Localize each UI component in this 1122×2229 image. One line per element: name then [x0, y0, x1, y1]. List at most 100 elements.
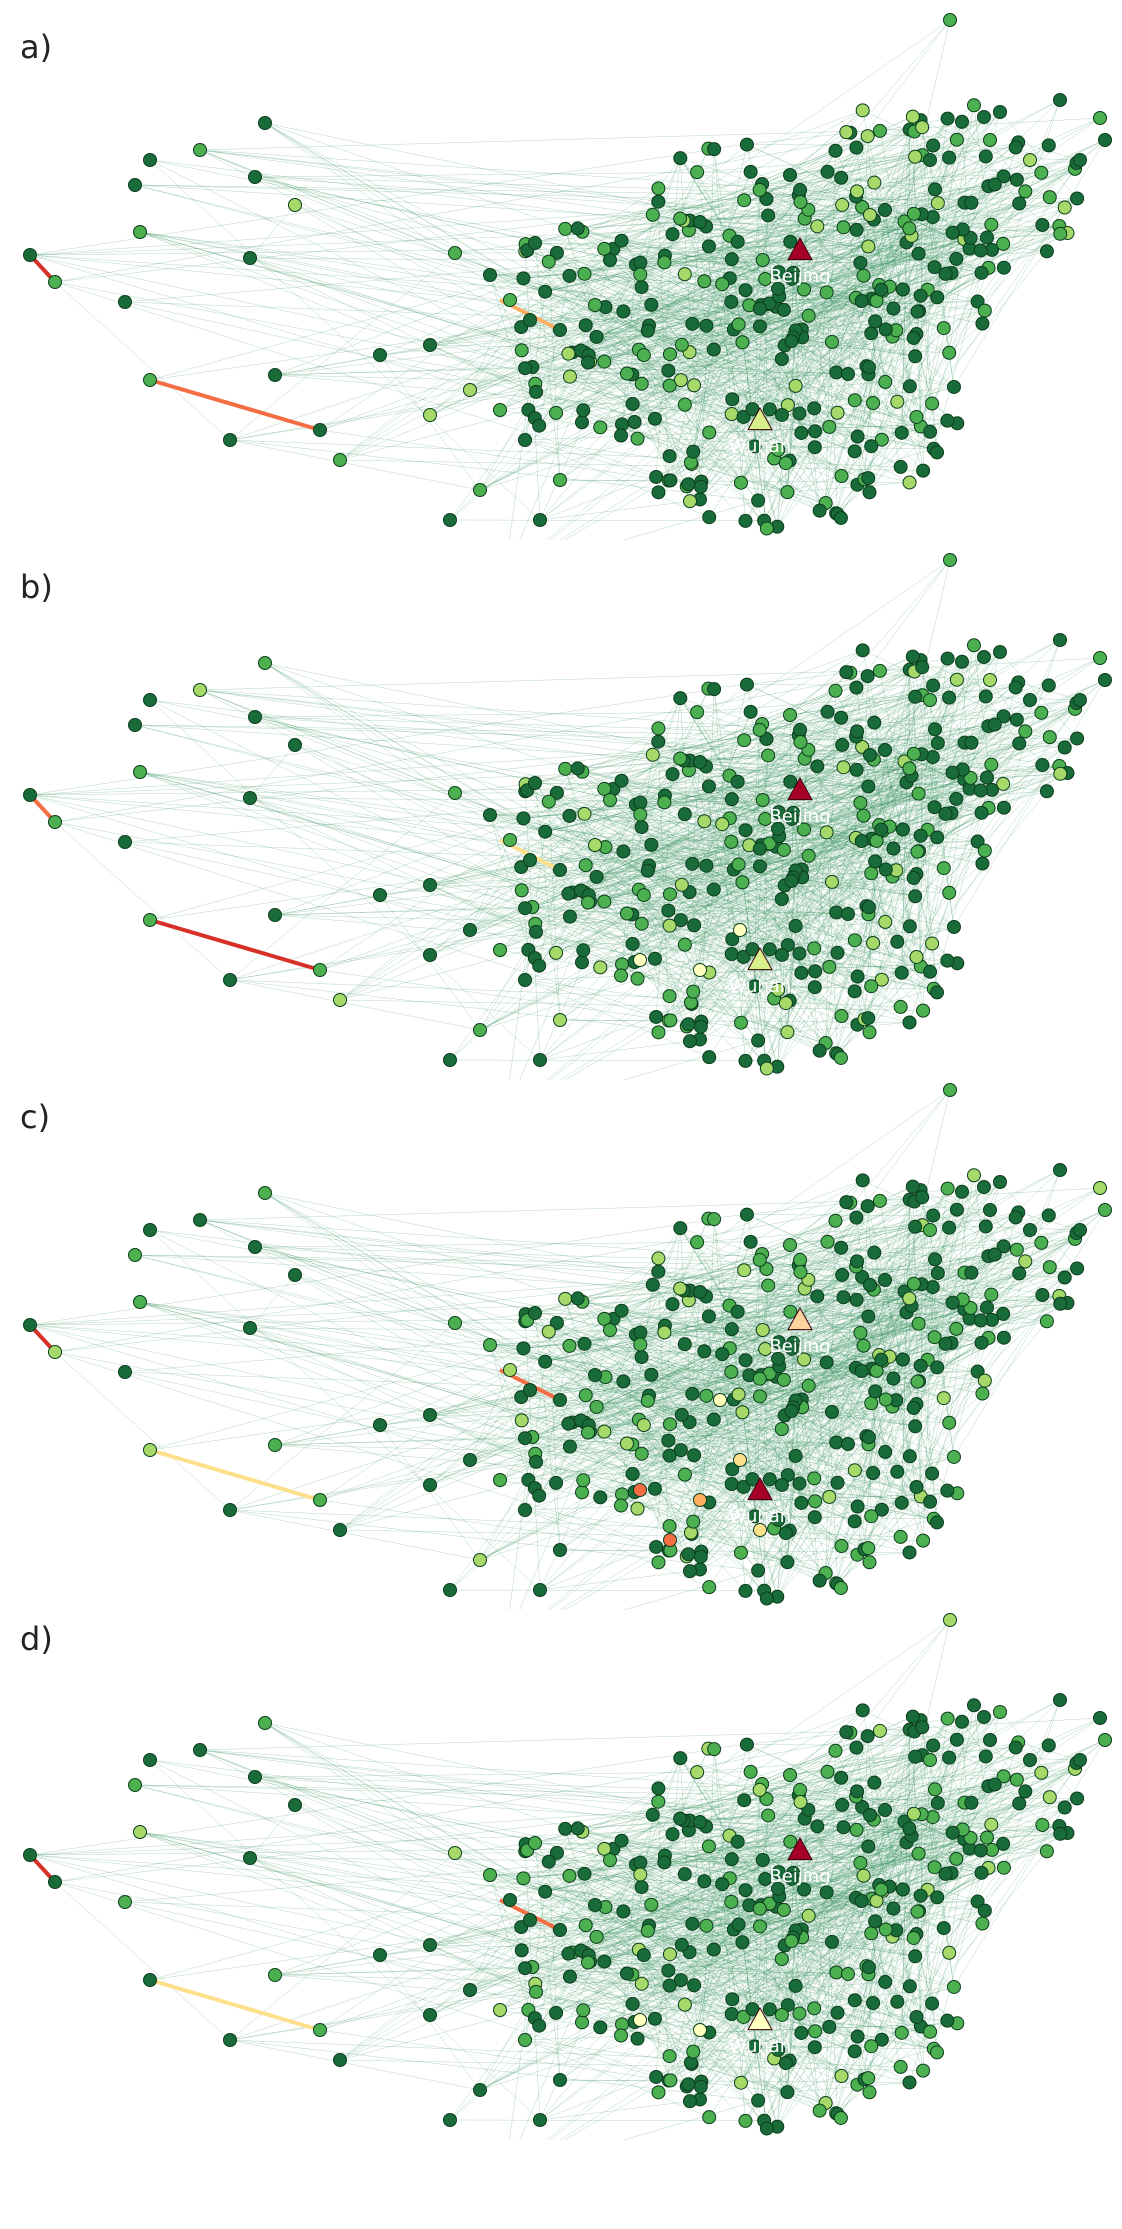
network-edge	[684, 944, 702, 1022]
network-edge	[545, 209, 886, 292]
network-edge	[801, 1875, 864, 1938]
network-edge	[449, 519, 765, 521]
network-edge	[668, 111, 1001, 481]
network-edge	[694, 912, 837, 926]
network-node	[597, 1424, 612, 1439]
network-edge	[681, 840, 862, 886]
network-edge	[641, 1983, 671, 2081]
network-node	[706, 1412, 721, 1427]
network-edge	[524, 754, 922, 909]
network-edge	[668, 877, 914, 911]
network-edge	[429, 1325, 665, 1416]
network-node	[619, 1436, 634, 1451]
network-edge	[134, 724, 606, 848]
network-edge	[643, 894, 689, 1025]
network-edge	[781, 840, 862, 900]
network-node	[636, 1418, 651, 1433]
network-edge	[789, 330, 796, 461]
network-edge	[869, 248, 970, 493]
network-edge	[429, 1744, 748, 2016]
network-edge	[893, 1291, 905, 1379]
network-node	[783, 234, 798, 249]
network-edge	[857, 791, 1048, 1025]
network-edge	[699, 2026, 830, 2100]
network-edge	[791, 278, 803, 330]
network-edge	[539, 1218, 709, 1591]
network-edge	[742, 237, 988, 343]
network-edge	[124, 841, 710, 973]
network-node	[258, 116, 272, 130]
network-edge	[648, 1189, 921, 1396]
network-node	[861, 1430, 876, 1445]
network-edge	[749, 305, 856, 401]
network-node	[516, 271, 531, 286]
network-edge	[831, 1900, 877, 1943]
network-node	[373, 888, 387, 902]
network-edge	[569, 1345, 768, 1599]
network-node	[820, 164, 835, 179]
network-edge	[692, 273, 946, 325]
network-edge	[953, 139, 1106, 388]
network-edge	[688, 956, 744, 1025]
network-edge	[795, 830, 883, 927]
network-node	[143, 153, 157, 167]
network-edge	[539, 148, 709, 521]
network-edge	[564, 228, 635, 423]
network-node	[893, 999, 908, 1014]
network-node	[863, 1278, 877, 1292]
network-edge	[29, 1266, 857, 1326]
network-edge	[124, 1371, 739, 1395]
network-edge	[704, 1881, 869, 2079]
network-node	[493, 403, 507, 417]
network-edge	[538, 1288, 681, 1496]
network-edge	[688, 416, 744, 485]
network-node	[493, 1473, 507, 1487]
network-edge	[584, 1422, 815, 1479]
network-edge	[901, 129, 910, 433]
network-edge	[869, 747, 1065, 1033]
network-edge	[620, 829, 805, 976]
network-node	[558, 761, 573, 776]
network-edge	[693, 1900, 877, 2052]
network-node	[930, 985, 945, 1000]
network-edge	[555, 1717, 1101, 2014]
network-node	[686, 984, 701, 999]
network-edge	[249, 797, 732, 955]
network-edge	[274, 907, 526, 916]
network-node	[133, 1295, 147, 1309]
network-edge	[229, 1440, 669, 1511]
network-edge	[732, 1832, 1068, 2000]
network-edge	[857, 251, 1048, 485]
network-edge	[524, 423, 958, 441]
network-node	[902, 761, 917, 776]
network-edge	[945, 645, 975, 814]
network-edge	[609, 1859, 865, 2080]
network-edge	[690, 775, 912, 1003]
network-edge	[555, 1974, 633, 2014]
network-edge	[134, 1254, 707, 1396]
network-edge	[587, 1385, 809, 1433]
network-edge	[896, 1901, 978, 1931]
network-edge	[524, 1814, 922, 1969]
network-edge	[689, 1421, 782, 1430]
network-edge	[623, 1518, 934, 1610]
network-node	[518, 973, 532, 987]
network-edge	[704, 281, 869, 479]
network-edge	[524, 1437, 788, 1563]
network-edge	[587, 1319, 993, 1433]
network-edge	[499, 1784, 995, 2011]
network-edge	[229, 1910, 985, 2041]
network-node	[850, 969, 865, 984]
network-node	[738, 1583, 753, 1598]
network-node	[977, 303, 992, 318]
network-node	[954, 654, 969, 669]
network-node	[651, 1264, 666, 1279]
network-node	[634, 1350, 649, 1365]
network-edge	[732, 772, 1068, 940]
network-edge	[746, 684, 981, 791]
network-edge	[789, 156, 916, 176]
network-edge	[846, 672, 935, 808]
network-edge	[795, 330, 934, 449]
network-edge	[746, 144, 981, 251]
network-node	[562, 268, 577, 283]
